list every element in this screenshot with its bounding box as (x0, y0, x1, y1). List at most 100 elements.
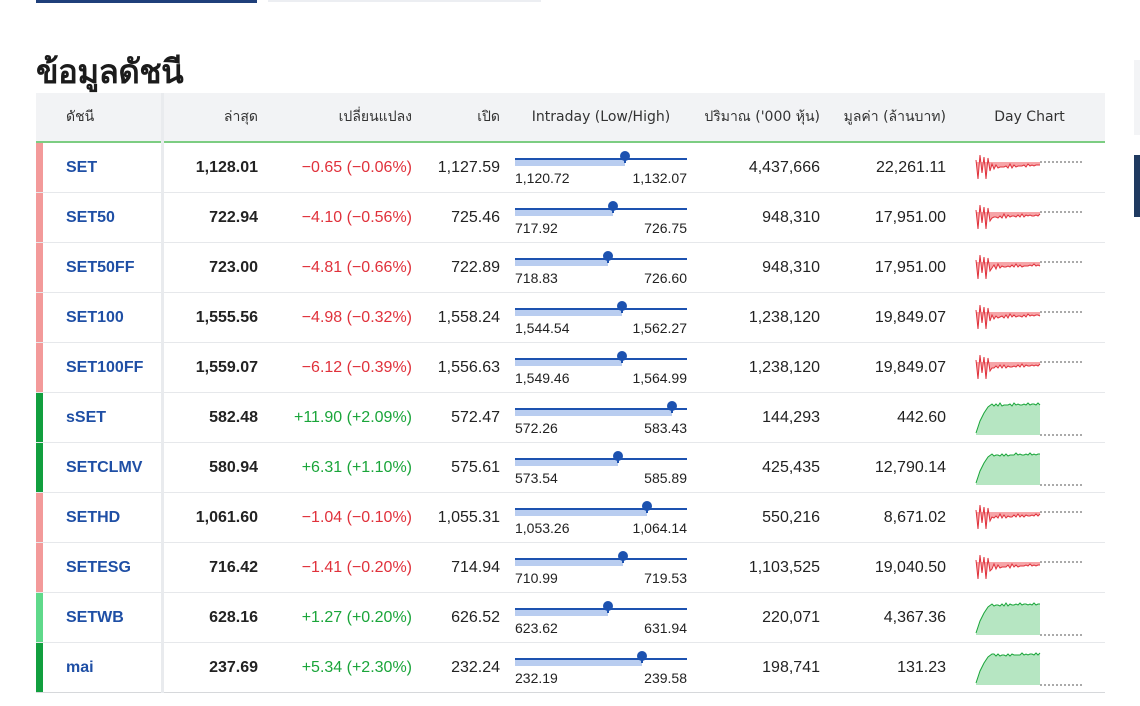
table-row[interactable]: SET100FF 1,559.07 −6.12 (−0.39%) 1,556.63 1,… (36, 342, 1105, 393)
day-chart-sparkline[interactable] (974, 599, 1086, 637)
side-panel-button[interactable] (1134, 155, 1140, 217)
intraday-low: 1,544.54 (515, 319, 570, 336)
index-table: ดัชนี ล่าสุด เปลี่ยนแปลง เปิด Intraday (… (36, 93, 1105, 693)
range-fill (515, 309, 622, 316)
top-tab-strip[interactable] (36, 0, 541, 3)
index-symbol-link[interactable]: SET100FF (66, 358, 144, 376)
index-symbol-link[interactable]: SET (66, 158, 98, 176)
intraday-range-bar: 710.99 719.53 (515, 548, 687, 588)
intraday-range-bar: 1,120.72 1,132.07 (515, 148, 687, 188)
day-chart-cell[interactable] (954, 592, 1105, 643)
side-panel-edge (1134, 0, 1140, 706)
header-volume[interactable]: ปริมาณ ('000 หุ้น) (694, 93, 828, 143)
day-chart-sparkline[interactable] (974, 399, 1086, 437)
last-value: 582.48 (162, 392, 266, 443)
volume-value: 425,435 (694, 442, 828, 493)
table-row[interactable]: SET50FF 723.00 −4.81 (−0.66%) 722.89 718.83 7… (36, 242, 1105, 293)
current-position-marker (613, 450, 623, 463)
index-symbol-link[interactable]: mai (66, 658, 94, 676)
day-chart-cell[interactable] (954, 342, 1105, 393)
index-symbol-link[interactable]: sSET (66, 408, 107, 426)
current-position-marker (603, 250, 613, 263)
last-value: 580.94 (162, 442, 266, 493)
volume-value: 1,103,525 (694, 542, 828, 593)
day-chart-cell[interactable] (954, 642, 1105, 693)
day-chart-cell[interactable] (954, 492, 1105, 543)
table-row[interactable]: sSET 582.48 +11.90 (+2.09%) 572.47 572.26 583… (36, 392, 1105, 443)
sparkline-line (975, 304, 1040, 329)
side-panel-card (1134, 60, 1140, 135)
index-symbol-link[interactable]: SETESG (66, 558, 131, 576)
open-value: 722.89 (420, 242, 508, 293)
header-open[interactable]: เปิด (420, 93, 508, 143)
day-chart-sparkline[interactable] (974, 449, 1086, 487)
header-intraday[interactable]: Intraday (Low/High) (508, 93, 694, 143)
day-chart-sparkline[interactable] (974, 549, 1086, 587)
sparkline-line (975, 354, 1040, 379)
day-chart-cell[interactable] (954, 442, 1105, 493)
table-row[interactable]: SET 1,128.01 −0.65 (−0.06%) 1,127.59 1,120.7… (36, 142, 1105, 193)
index-symbol-link[interactable]: SETWB (66, 608, 124, 626)
day-chart-sparkline[interactable] (974, 349, 1086, 387)
sparkline-line (975, 401, 1040, 433)
header-change[interactable]: เปลี่ยนแปลง (266, 93, 420, 143)
table-row[interactable]: SETESG 716.42 −1.41 (−0.20%) 714.94 710.99 71… (36, 542, 1105, 593)
intraday-low: 623.62 (515, 619, 558, 636)
index-symbol-link[interactable]: SET50 (66, 208, 115, 226)
range-track (515, 157, 687, 160)
table-row[interactable]: mai 237.69 +5.34 (+2.30%) 232.24 232.19 239.5… (36, 642, 1105, 693)
day-chart-cell[interactable] (954, 242, 1105, 293)
table-row[interactable]: SET100 1,555.56 −4.98 (−0.32%) 1,558.24 1,54… (36, 292, 1105, 343)
change-value: +1.27 (+0.20%) (266, 592, 420, 643)
header-last[interactable]: ล่าสุด (162, 93, 266, 143)
day-chart-sparkline[interactable] (974, 299, 1086, 337)
trade-value: 19,040.50 (828, 542, 954, 593)
volume-value: 4,437,666 (694, 142, 828, 193)
change-value: −6.12 (−0.39%) (266, 342, 420, 393)
trade-value: 22,261.11 (828, 142, 954, 193)
day-chart-cell[interactable] (954, 542, 1105, 593)
day-chart-cell[interactable] (954, 292, 1105, 343)
open-value: 575.61 (420, 442, 508, 493)
range-track (515, 457, 687, 460)
index-cell: mai (36, 642, 164, 693)
change-value: −4.10 (−0.56%) (266, 192, 420, 243)
trade-value: 17,951.00 (828, 192, 954, 243)
open-value: 1,127.59 (420, 142, 508, 193)
inactive-tab-indicator[interactable] (268, 0, 541, 2)
table-row[interactable]: SETHD 1,061.60 −1.04 (−0.10%) 1,055.31 1,053… (36, 492, 1105, 543)
intraday-range-bar: 718.83 726.60 (515, 248, 687, 288)
table-row[interactable]: SETWB 628.16 +1.27 (+0.20%) 626.52 623.62 631… (36, 592, 1105, 643)
day-chart-sparkline[interactable] (974, 249, 1086, 287)
trend-stripe (36, 643, 43, 692)
day-chart-sparkline[interactable] (974, 499, 1086, 537)
header-index[interactable]: ดัชนี (36, 93, 164, 143)
day-chart-sparkline[interactable] (974, 649, 1086, 687)
index-symbol-link[interactable]: SETCLMV (66, 458, 143, 476)
index-cell: SET50FF (36, 242, 164, 293)
index-symbol-link[interactable]: SET50FF (66, 258, 135, 276)
day-chart-cell[interactable] (954, 392, 1105, 443)
table-row[interactable]: SET50 722.94 −4.10 (−0.56%) 725.46 717.92 726… (36, 192, 1105, 243)
open-value: 725.46 (420, 192, 508, 243)
active-tab-indicator[interactable] (36, 0, 257, 3)
day-chart-cell[interactable] (954, 192, 1105, 243)
open-value: 572.47 (420, 392, 508, 443)
sparkline-area (975, 452, 1040, 485)
intraday-range: 232.19 239.58 (508, 642, 694, 693)
intraday-high: 1,064.14 (632, 519, 688, 536)
intraday-low: 718.83 (515, 269, 558, 286)
index-symbol-link[interactable]: SET100 (66, 308, 124, 326)
day-chart-cell[interactable] (954, 142, 1105, 193)
sparkline-line (975, 451, 1040, 483)
index-symbol-link[interactable]: SETHD (66, 508, 121, 526)
intraday-low: 1,120.72 (515, 169, 570, 186)
last-value: 1,559.07 (162, 342, 266, 393)
header-value[interactable]: มูลค่า (ล้านบาท) (828, 93, 954, 143)
table-row[interactable]: SETCLMV 580.94 +6.31 (+1.10%) 575.61 573.54 5… (36, 442, 1105, 493)
day-chart-sparkline[interactable] (974, 199, 1086, 237)
range-fill (515, 659, 642, 666)
day-chart-sparkline[interactable] (974, 149, 1086, 187)
last-value: 722.94 (162, 192, 266, 243)
intraday-range: 1,544.54 1,562.27 (508, 292, 694, 343)
